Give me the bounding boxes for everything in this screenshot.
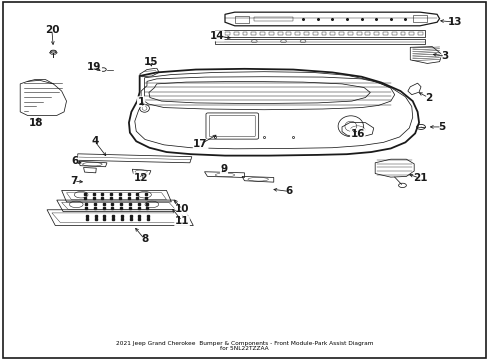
Text: 12: 12 [134,173,148,183]
Bar [268,32,273,36]
Bar [215,39,424,44]
Bar [417,32,422,36]
Text: 2: 2 [424,93,431,103]
Bar [312,32,317,36]
Text: 18: 18 [28,118,43,128]
Text: 17: 17 [193,139,207,149]
Bar [412,15,427,22]
Text: 1: 1 [137,97,144,107]
Text: 13: 13 [447,17,462,27]
Text: 3: 3 [441,51,448,61]
Text: 8: 8 [141,234,148,244]
Text: 6: 6 [285,186,292,197]
Text: 10: 10 [175,204,189,215]
Text: 21: 21 [412,173,427,183]
Bar [400,32,405,36]
Text: 9: 9 [220,164,227,174]
Bar [254,17,293,22]
Text: 20: 20 [44,25,59,35]
Text: 11: 11 [175,216,189,226]
Bar [330,32,334,36]
Bar [391,32,396,36]
Bar [321,32,326,36]
Bar [233,32,238,36]
Bar [234,16,249,23]
Bar [373,32,378,36]
Bar [408,32,413,36]
Bar [338,32,343,36]
Bar [382,32,387,36]
Text: 19: 19 [87,62,102,72]
Bar [242,32,247,36]
Bar [347,32,352,36]
Text: 16: 16 [350,129,364,139]
Text: 7: 7 [70,176,78,186]
Bar [224,32,229,36]
Bar [365,32,369,36]
Text: 2021 Jeep Grand Cherokee  Bumper & Components - Front Module-Park Assist Diagram: 2021 Jeep Grand Cherokee Bumper & Compon… [116,341,372,351]
Text: 6: 6 [71,156,78,166]
Bar [277,32,282,36]
Bar [304,32,308,36]
Bar [286,32,291,36]
Text: 15: 15 [143,57,158,67]
Bar [295,32,300,36]
Bar [356,32,361,36]
Bar [260,32,264,36]
Bar [251,32,256,36]
Text: 5: 5 [437,122,445,132]
Text: 4: 4 [91,136,98,146]
Text: 14: 14 [209,31,224,41]
